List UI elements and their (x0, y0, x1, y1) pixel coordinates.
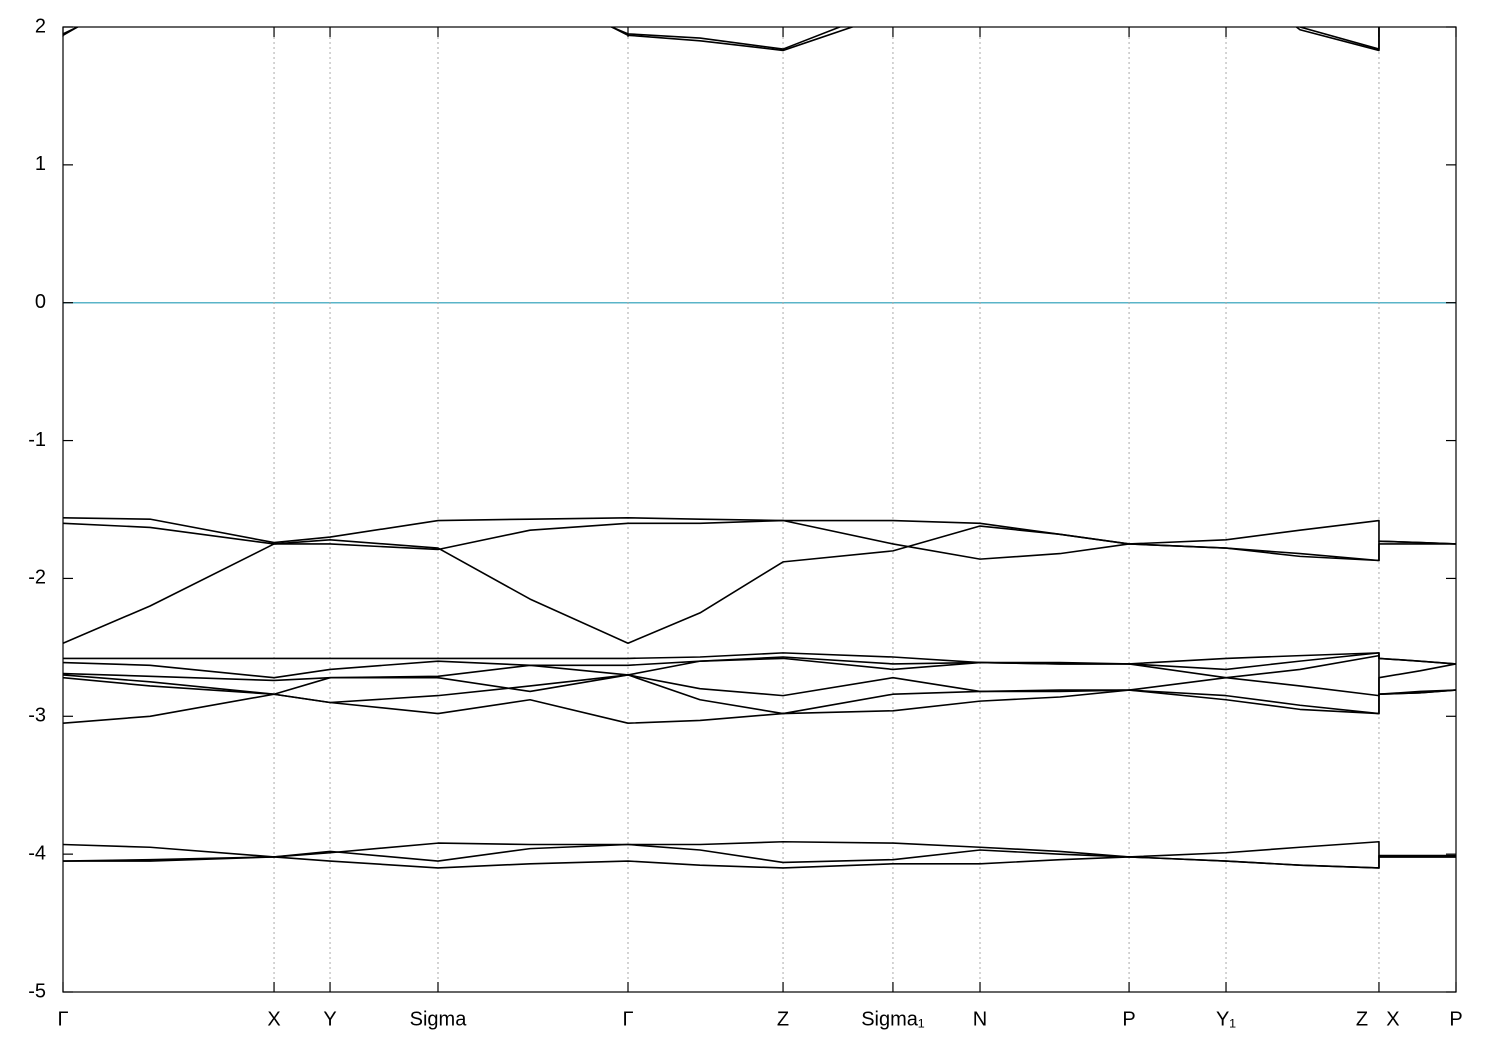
band-line (63, 652, 1456, 679)
x-tick-label: Sigma (410, 1008, 468, 1030)
band-line (63, 519, 1456, 560)
x-tick-label: Y₁ (1216, 1008, 1236, 1030)
band-line (63, 27, 1380, 52)
x-tick-label: P (1449, 1008, 1462, 1030)
band-line (63, 840, 1456, 862)
y-tick-label: -3 (28, 705, 46, 727)
band-line (63, 516, 1456, 562)
band-line (63, 842, 1456, 869)
x-tick-label: N (973, 1008, 987, 1030)
plot-frame (62, 26, 1457, 993)
x-tick-label: Y (323, 1008, 336, 1030)
plot-area (63, 27, 1456, 869)
x-tick-label: Γ (57, 1008, 68, 1030)
y-tick-label: 2 (35, 15, 46, 37)
grid (63, 27, 1456, 992)
y-tick-label: 0 (35, 291, 46, 313)
x-tick-label: Sigma₁ (861, 1008, 925, 1030)
y-tick-label: 1 (35, 153, 46, 175)
x-tick-label: X (267, 1008, 280, 1030)
x-tick-label: P (1122, 1008, 1135, 1030)
x-tick-label: Z (777, 1008, 789, 1030)
x-tick-label: Z (1356, 1008, 1368, 1030)
x-tick-label: X (1386, 1008, 1399, 1030)
y-tick-label: -2 (28, 567, 46, 589)
x-tick-label: Γ (622, 1008, 633, 1030)
band-line (63, 27, 1380, 50)
y-tick-label: -1 (28, 429, 46, 451)
y-tick-label: -5 (28, 980, 46, 1002)
band-line (63, 689, 1456, 724)
y-tick-label: -4 (28, 842, 46, 864)
band-line (63, 654, 1456, 697)
